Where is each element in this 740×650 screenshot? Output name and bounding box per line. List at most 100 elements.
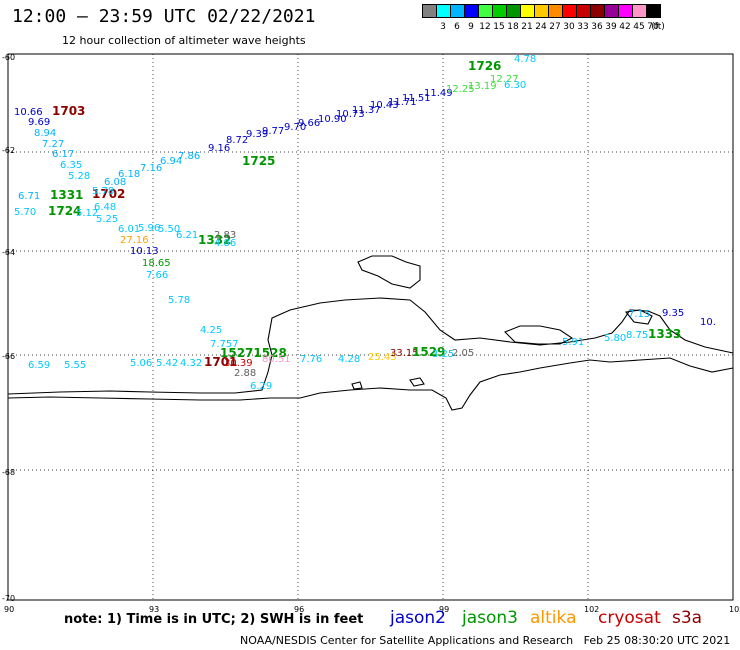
color-scale-legend (422, 4, 661, 18)
wave-height-label: 11.37 (352, 105, 381, 116)
satellite-legend-item: s3a (672, 608, 703, 628)
wave-height-label: 6.48 (94, 202, 116, 213)
wave-height-label: 2.88 (234, 368, 256, 379)
scale-label: 36 (591, 22, 603, 32)
wave-height-label: 2.83 (214, 230, 236, 241)
longitude-labels: 90 93 96 99 102 105 (4, 605, 740, 614)
wave-height-label: 27.16 (120, 235, 149, 246)
wave-height-label: 3.25 (432, 349, 454, 360)
wave-height-label: 5.78 (168, 295, 190, 306)
latitude-label: -62 (2, 146, 15, 155)
credit-text: NOAA/NESDIS Center for Satellite Applica… (240, 634, 574, 647)
wave-height-label: 5.42 (156, 358, 178, 369)
longitude-label: 96 (294, 605, 304, 614)
map-title: 12:00 – 23:59 UTC 02/22/2021 (12, 6, 316, 27)
wave-height-label: 7.16 (140, 163, 162, 174)
timestamp-text: Feb 25 08:30:20 UTC 2021 (583, 634, 731, 647)
pass-time-label: 1331 (50, 188, 83, 202)
scale-label: 24 (535, 22, 547, 32)
wave-height-label: 5.12 (76, 208, 98, 219)
scale-label: 6 (454, 22, 460, 32)
longitude-label: 93 (149, 605, 159, 614)
latitude-label: -64 (2, 248, 15, 257)
wave-height-label: 6.35 (60, 160, 82, 171)
wave-height-label: 5.28 (68, 171, 90, 182)
footer-note: note: 1) Time is in UTC; 2) SWH is in fe… (64, 612, 364, 627)
wave-height-label: 10.66 (14, 107, 43, 118)
scale-label: 33 (577, 22, 589, 32)
wave-height-label: 7.86 (178, 151, 200, 162)
scale-label: 12 (479, 22, 491, 32)
scale-label: 18 (507, 22, 519, 32)
map-subtitle: 12 hour collection of altimeter wave hei… (62, 34, 306, 47)
wave-height-label: 7.27 (42, 139, 64, 150)
wave-height-label: 6.17 (52, 149, 74, 160)
graticule (8, 54, 733, 600)
wave-height-label: 9.77 (262, 126, 284, 137)
wave-height-label: 5.96 (138, 223, 160, 234)
latitude-label: -70 (2, 594, 15, 603)
wave-height-label: 80.51 (262, 354, 291, 365)
wave-height-label: 6.21 (176, 230, 198, 241)
wave-height-label: 13.19 (468, 81, 497, 92)
wave-height-label: 9.39 (246, 129, 268, 140)
wave-height-label: 6.30 (504, 80, 526, 91)
scale-label: 21 (521, 22, 533, 32)
wave-height-label: 7.757 (210, 339, 239, 350)
wave-height-label: 11.71 (388, 97, 417, 108)
wave-height-label: 7.66 (146, 270, 168, 281)
wave-height-label: 33.15 (390, 348, 419, 359)
pass-time-label: 1725 (242, 154, 275, 168)
satellite-legend-item: cryosat (598, 608, 661, 628)
wave-height-label: 6.59 (28, 360, 50, 371)
scale-label: 30 (563, 22, 575, 32)
satellite-legend-item: jason3 (462, 608, 518, 628)
pass-time-label: 1333 (648, 327, 681, 341)
latitude-labels: -60 -62 -64 -66 -68 -70 (2, 53, 15, 603)
wave-height-label: 4.78 (514, 54, 536, 65)
wave-height-label: 6.18 (118, 169, 140, 180)
wave-height-label: 5.06 (130, 358, 152, 369)
wave-height-label: 4.25 (200, 325, 222, 336)
wave-height-label: 5.80 (604, 333, 626, 344)
wave-height-label: 10.43 (370, 100, 399, 111)
wave-height-label: 10.13 (130, 246, 159, 257)
credit-line: NOAA/NESDIS Center for Satellite Applica… (240, 634, 730, 647)
wave-height-label: 12.27 (490, 74, 519, 85)
wave-height-label: 6.29 (250, 381, 272, 392)
longitude-label: 99 (439, 605, 449, 614)
wave-height-label: 8.94 (34, 128, 56, 139)
wave-height-label: 8.75 (626, 330, 648, 341)
scale-label: 45 (633, 22, 645, 32)
map-frame (7, 53, 734, 601)
wave-height-label: 7.76 (300, 354, 322, 365)
scale-label: 70 (647, 22, 659, 32)
scale-swatch (646, 4, 661, 18)
wave-height-label: 11.51 (402, 93, 431, 104)
longitude-label: 105 (729, 605, 740, 614)
scale-label: 39 (605, 22, 617, 32)
color-scale-labels: 3 6 9 12 15 18 21 24 27 30 33 36 39 42 45 70 (ft) (422, 22, 740, 34)
latitude-label: -66 (2, 352, 15, 361)
wave-height-label: 9.35 (662, 308, 684, 319)
scale-label: 27 (549, 22, 561, 32)
longitude-label: 102 (584, 605, 599, 614)
scale-label: (ft) (651, 22, 665, 32)
satellite-legend-item: altika (530, 608, 577, 628)
latitude-label: -60 (2, 53, 15, 62)
wave-height-label: 11.49 (424, 88, 453, 99)
coastline (7, 255, 734, 411)
pass-time-label: 1724 (48, 204, 81, 218)
pass-time-label: 1529 (412, 345, 445, 359)
pass-time-label: 1701 (204, 355, 237, 369)
wave-height-label: 4.86 (214, 238, 236, 249)
wave-height-label: 8.72 (226, 135, 248, 146)
pass-time-label: 15271528 (220, 346, 287, 360)
pass-time-label: 1703 (52, 104, 85, 118)
wave-height-label: 5.25 (96, 214, 118, 225)
wave-height-label: 9.16 (208, 143, 230, 154)
wave-height-label: 10.90 (318, 114, 347, 125)
pass-time-label: 1332 (198, 233, 231, 247)
